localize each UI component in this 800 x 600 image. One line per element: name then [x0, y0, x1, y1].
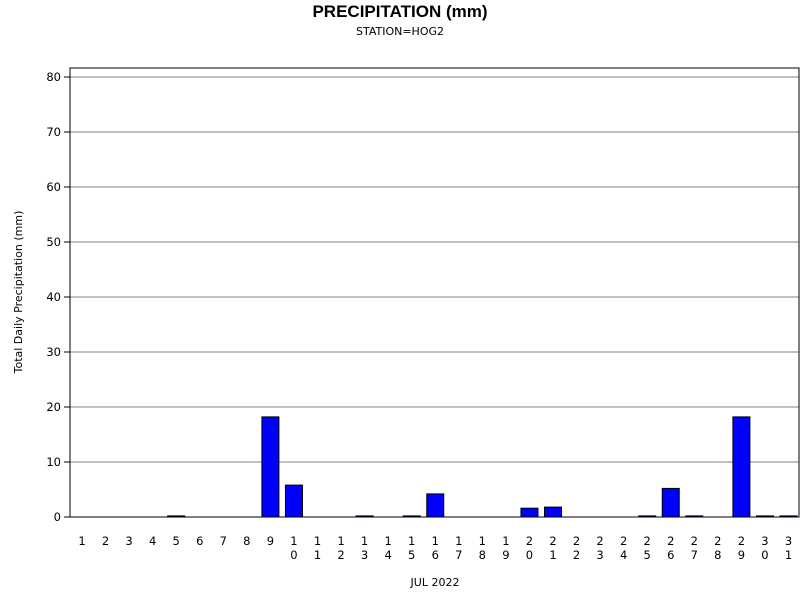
- y-tick-label: 40: [46, 290, 61, 304]
- x-axis-label: JUL 2022: [410, 576, 460, 589]
- x-tick-label: 2: [102, 534, 109, 548]
- bars: [167, 416, 798, 518]
- y-tick-label: 50: [46, 235, 61, 249]
- x-tick-label: 6: [196, 534, 203, 548]
- bar-day-26: [661, 487, 680, 518]
- bar-day-16: [426, 493, 445, 518]
- x-tick-label: 5: [173, 534, 180, 548]
- bar-day-20: [520, 507, 539, 518]
- x-tick-label: 1: [78, 534, 85, 548]
- y-tick-label: 10: [46, 455, 61, 469]
- y-tick-label: 80: [46, 70, 61, 84]
- y-tick-label: 20: [46, 400, 61, 414]
- y-axis-label: Total Daily Precipitation (mm): [12, 211, 25, 375]
- y-tick-label: 60: [46, 180, 61, 194]
- y-tick-label: 30: [46, 345, 61, 359]
- bar-day-9: [261, 416, 280, 518]
- chart-title: PRECIPITATION (mm): [312, 2, 487, 21]
- x-tick-label: 3: [125, 534, 132, 548]
- chart-subtitle: STATION=HOG2: [356, 25, 444, 38]
- bar-day-29: [732, 416, 751, 518]
- plot-area: [69, 67, 800, 518]
- x-tick-label: 7: [220, 534, 227, 548]
- y-tick-label: 0: [54, 510, 61, 524]
- y-axis: 0 10 20 30 40 50 60 70 80: [46, 70, 70, 524]
- bar-day-21: [544, 506, 562, 518]
- x-axis: 1 2 3 4 5 6 7 8 9 1 01 11 21 31 41 51 61 71 81 92 02 12 22 32 42…: [78, 534, 792, 562]
- x-tick-label: 4: [149, 534, 156, 548]
- x-tick-label: 9: [267, 534, 274, 548]
- grid: [70, 76, 799, 463]
- bar-day-10: [284, 484, 303, 518]
- y-tick-label: 70: [46, 125, 61, 139]
- x-tick-label: 8: [243, 534, 250, 548]
